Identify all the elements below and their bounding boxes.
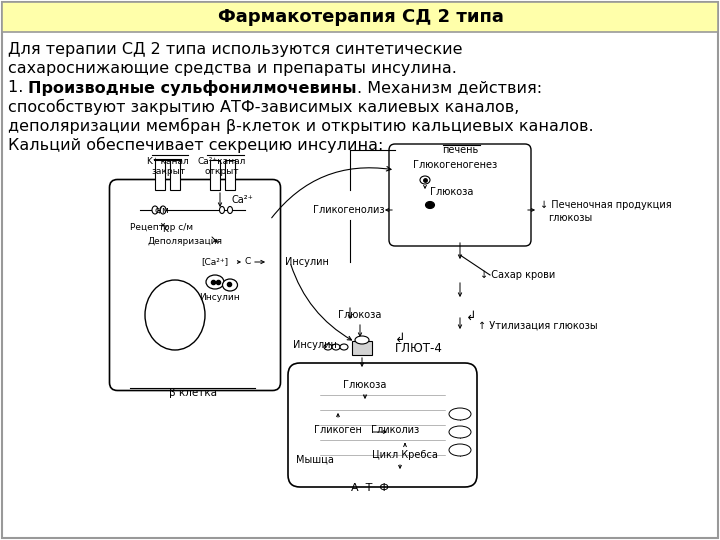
Text: Ca²⁺: Ca²⁺: [232, 195, 254, 205]
Text: Гликолиз: Гликолиз: [371, 425, 419, 435]
Text: ↓ Сахар крови: ↓ Сахар крови: [480, 270, 555, 280]
Ellipse shape: [228, 206, 233, 213]
Text: деполяризации мембран β-клеток и открытию кальциевых каналов.: деполяризации мембран β-клеток и открыти…: [8, 118, 593, 134]
Text: Инсулин: Инсулин: [285, 257, 329, 267]
Ellipse shape: [145, 280, 205, 350]
Bar: [170, 160, 180, 190]
Text: ↲: ↲: [466, 309, 476, 322]
Text: с/м: с/м: [155, 206, 169, 214]
Text: Глюкоза: Глюкоза: [338, 310, 382, 320]
Text: Инсулин: Инсулин: [199, 294, 240, 302]
Text: . Механизм действия:: . Механизм действия:: [357, 80, 542, 95]
FancyBboxPatch shape: [288, 363, 477, 487]
Text: ГЛЮТ-4: ГЛЮТ-4: [395, 341, 443, 354]
Text: Гликоген: Гликоген: [314, 425, 362, 435]
Text: Инсулин: Инсулин: [293, 340, 337, 350]
Text: Глюкогеногенез: Глюкогеногенез: [413, 160, 497, 170]
Text: закрыт: закрыт: [151, 167, 185, 177]
Text: 1.: 1.: [8, 80, 29, 95]
Text: способствуют закрытию АТФ-зависимых калиевых каналов,: способствуют закрытию АТФ-зависимых кали…: [8, 99, 519, 115]
Bar: [225, 160, 235, 190]
FancyBboxPatch shape: [109, 179, 281, 390]
Ellipse shape: [420, 176, 430, 184]
Text: ↓ Печеночная продукция: ↓ Печеночная продукция: [540, 200, 672, 210]
Text: Глюкоза: Глюкоза: [343, 380, 387, 390]
Text: ↑ Утилизация глюкозы: ↑ Утилизация глюкозы: [478, 321, 598, 331]
Text: А  Т  Ф: А Т Ф: [351, 483, 389, 493]
Ellipse shape: [449, 426, 471, 438]
Bar: [2, 2, 718, 32]
Text: Ca²⁺канал: Ca²⁺канал: [198, 158, 246, 166]
Ellipse shape: [152, 206, 158, 214]
Text: C: C: [245, 258, 251, 267]
Bar: [155, 160, 165, 190]
Text: Кальций обеспечивает секрецию инсулина:: Кальций обеспечивает секрецию инсулина:: [8, 137, 383, 153]
Text: Рецептор с/м: Рецептор с/м: [130, 222, 193, 232]
Text: Для терапии СД 2 типа используются синтетические: Для терапии СД 2 типа используются синте…: [8, 42, 462, 57]
Text: Фармакотерапия СД 2 типа: Фармакотерапия СД 2 типа: [218, 8, 504, 26]
Text: β клетка: β клетка: [169, 388, 217, 398]
Ellipse shape: [160, 206, 166, 214]
Text: Производные сульфонилмочевины: Производные сульфонилмочевины: [29, 80, 357, 96]
Text: ↲: ↲: [395, 332, 405, 345]
Text: открыт: открыт: [204, 167, 239, 177]
Text: K⁺ канал: K⁺ канал: [147, 158, 189, 166]
Text: печень: печень: [442, 145, 478, 155]
Text: Мышца: Мышца: [296, 455, 334, 465]
Ellipse shape: [426, 201, 434, 208]
Ellipse shape: [355, 336, 369, 344]
Text: K: K: [162, 226, 168, 234]
Ellipse shape: [340, 344, 348, 350]
Text: Глюкоза: Глюкоза: [431, 187, 474, 197]
FancyBboxPatch shape: [389, 144, 531, 246]
Text: Цикл Кребса: Цикл Кребса: [372, 450, 438, 460]
Bar: [210, 160, 220, 190]
Text: глюкозы: глюкозы: [548, 213, 593, 223]
Text: [Ca²⁺]: [Ca²⁺]: [202, 258, 228, 267]
Ellipse shape: [324, 344, 332, 350]
Ellipse shape: [220, 206, 225, 213]
Text: Гликогенолиз: Гликогенолиз: [313, 205, 385, 215]
Bar: [352, 341, 372, 355]
Text: сахароснижающие средства и препараты инсулина.: сахароснижающие средства и препараты инс…: [8, 61, 457, 76]
Ellipse shape: [206, 275, 224, 289]
Ellipse shape: [449, 408, 471, 420]
Ellipse shape: [449, 444, 471, 456]
Text: Деполяризация: Деполяризация: [148, 238, 222, 246]
Ellipse shape: [332, 344, 340, 350]
Ellipse shape: [222, 279, 238, 291]
